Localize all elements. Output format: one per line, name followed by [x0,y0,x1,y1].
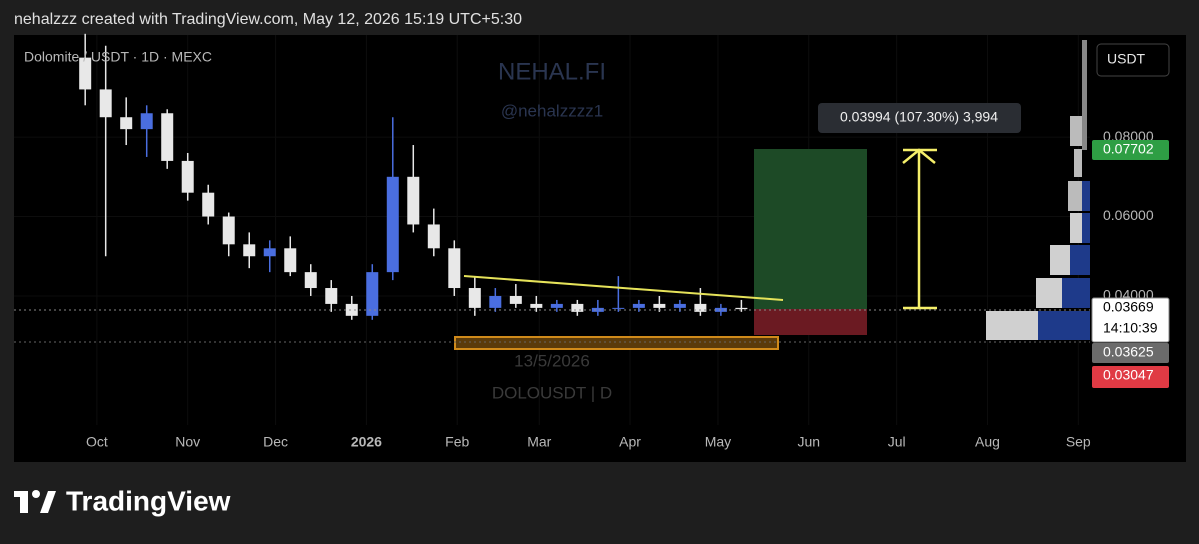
x-tick-label: Feb [445,434,469,450]
countdown: 14:10:39 [1103,320,1158,336]
x-tick-label: Sep [1066,434,1091,450]
candle-body [694,303,707,312]
price-label-box [1092,366,1169,388]
price-label: 0.03625 [1103,344,1154,360]
candle-body [222,216,235,245]
candle-body [79,57,92,90]
candle-body [366,272,379,316]
candle-body [386,176,399,273]
watermark: 13/5/2026 [514,351,590,370]
stop-zone[interactable] [754,309,867,335]
watermark: DOLOUSDT | D [492,383,612,402]
chart-title: Dolomite / USDT · 1D · MEXC [24,49,212,65]
candle-body [489,295,502,308]
candle-body [591,307,604,312]
candle-body [284,248,297,273]
candle-body [325,288,338,304]
x-tick-label: Mar [527,434,551,450]
candle-body [509,295,522,304]
x-tick-label: Jun [797,434,820,450]
candle-body [735,307,748,310]
y-tick-label: 0.08000 [1103,128,1154,144]
trendline[interactable] [463,275,784,301]
x-tick-label: Nov [175,434,200,450]
candle-body [304,272,317,289]
candle-body [202,192,215,217]
x-tick-label: Oct [86,434,108,450]
candle-body [530,303,543,308]
watermark: NEHAL.FI [498,58,606,85]
x-tick-label: Aug [975,434,1000,450]
watermark: @nehalzzzz1 [501,101,603,120]
candle-body [571,303,584,312]
candle-body [673,303,686,308]
price-label-box [1091,297,1170,343]
candle-body [263,248,276,257]
candle-body [407,176,420,225]
x-tick-label: Apr [619,434,641,450]
support-box[interactable] [454,336,779,350]
target-zone[interactable] [754,149,867,309]
candle-body [632,303,645,308]
candle-body [653,303,666,308]
candle-body [99,89,112,118]
plot [14,33,1090,425]
price-label-box [1092,343,1169,363]
y-tick-label: 0.06000 [1103,207,1154,223]
price-label: 0.03669 [1103,299,1154,315]
price-label: 0.03047 [1103,367,1154,383]
candle-body [427,224,440,249]
candle-body [181,160,194,193]
price-label-box [1092,140,1169,160]
x-tick-label: Dec [263,434,288,450]
candle-body [120,117,133,130]
x-tick-label: 2026 [351,434,382,450]
x-tick-label: Jul [888,434,906,450]
candle-body [448,248,461,289]
currency: USDT [1107,51,1146,67]
price-label: 0.07702 [1103,141,1154,157]
candle-body [243,244,256,257]
candle-body [612,307,625,309]
header: nehalzzz created with TradingView.com, M… [14,11,522,28]
volume-profile [986,40,1090,340]
footer: TradingView [14,485,231,516]
candle-body [161,113,174,161]
measure-tooltip [818,103,1021,133]
x-tick-label: May [705,434,731,450]
currency-box[interactable] [1096,43,1170,77]
candle-body [140,113,153,130]
candle-body [345,303,358,316]
measure-label: 0.03994 (107.30%) 3,994 [840,109,998,125]
measure-arrow[interactable] [902,148,937,310]
candle-body [468,288,481,308]
footer-brand: TradingView [66,485,231,516]
candle-body [550,303,563,308]
